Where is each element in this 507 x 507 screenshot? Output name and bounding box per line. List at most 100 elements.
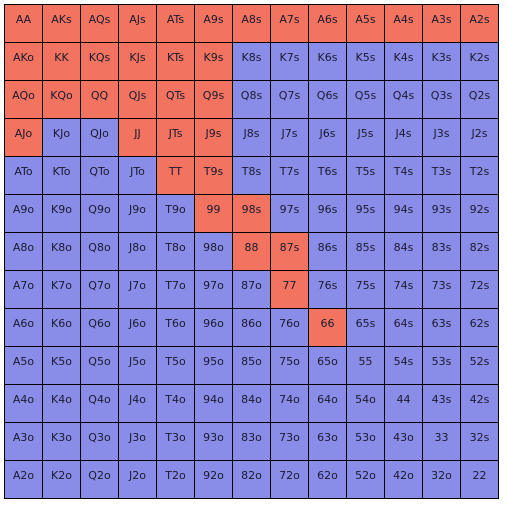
hand-cell-q6s[interactable]: Q6s — [309, 81, 347, 119]
hand-cell-85o[interactable]: 85o — [233, 347, 271, 385]
hand-cell-q9o[interactable]: Q9o — [81, 195, 119, 233]
hand-cell-99[interactable]: 99 — [195, 195, 233, 233]
hand-cell-44[interactable]: 44 — [385, 385, 423, 423]
hand-cell-k7o[interactable]: K7o — [43, 271, 81, 309]
hand-cell-ako[interactable]: AKo — [5, 43, 43, 81]
hand-cell-k6s[interactable]: K6s — [309, 43, 347, 81]
hand-cell-96o[interactable]: 96o — [195, 309, 233, 347]
hand-cell-32o[interactable]: 32o — [423, 461, 461, 499]
hand-cell-74o[interactable]: 74o — [271, 385, 309, 423]
hand-cell-k3o[interactable]: K3o — [43, 423, 81, 461]
hand-cell-65s[interactable]: 65s — [347, 309, 385, 347]
hand-cell-aqs[interactable]: AQs — [81, 5, 119, 43]
hand-cell-q4o[interactable]: Q4o — [81, 385, 119, 423]
hand-cell-a4o[interactable]: A4o — [5, 385, 43, 423]
hand-cell-j2o[interactable]: J2o — [119, 461, 157, 499]
hand-cell-j6s[interactable]: J6s — [309, 119, 347, 157]
hand-cell-42s[interactable]: 42s — [461, 385, 499, 423]
hand-cell-j5s[interactable]: J5s — [347, 119, 385, 157]
hand-cell-66[interactable]: 66 — [309, 309, 347, 347]
hand-cell-a2o[interactable]: A2o — [5, 461, 43, 499]
hand-cell-53s[interactable]: 53s — [423, 347, 461, 385]
hand-cell-j8s[interactable]: J8s — [233, 119, 271, 157]
hand-cell-t4s[interactable]: T4s — [385, 157, 423, 195]
hand-cell-92o[interactable]: 92o — [195, 461, 233, 499]
hand-cell-tt[interactable]: TT — [157, 157, 195, 195]
hand-cell-43s[interactable]: 43s — [423, 385, 461, 423]
hand-cell-q6o[interactable]: Q6o — [81, 309, 119, 347]
hand-cell-97s[interactable]: 97s — [271, 195, 309, 233]
hand-cell-92s[interactable]: 92s — [461, 195, 499, 233]
hand-cell-97o[interactable]: 97o — [195, 271, 233, 309]
hand-cell-t8o[interactable]: T8o — [157, 233, 195, 271]
hand-cell-73s[interactable]: 73s — [423, 271, 461, 309]
hand-cell-qjs[interactable]: QJs — [119, 81, 157, 119]
hand-cell-76s[interactable]: 76s — [309, 271, 347, 309]
hand-cell-a9o[interactable]: A9o — [5, 195, 43, 233]
hand-cell-t5o[interactable]: T5o — [157, 347, 195, 385]
hand-cell-j3o[interactable]: J3o — [119, 423, 157, 461]
hand-cell-a8o[interactable]: A8o — [5, 233, 43, 271]
hand-cell-a3o[interactable]: A3o — [5, 423, 43, 461]
hand-cell-kts[interactable]: KTs — [157, 43, 195, 81]
hand-cell-k8s[interactable]: K8s — [233, 43, 271, 81]
hand-cell-t5s[interactable]: T5s — [347, 157, 385, 195]
hand-cell-k9o[interactable]: K9o — [43, 195, 81, 233]
hand-cell-k4o[interactable]: K4o — [43, 385, 81, 423]
hand-cell-q3o[interactable]: Q3o — [81, 423, 119, 461]
hand-cell-q2s[interactable]: Q2s — [461, 81, 499, 119]
hand-cell-k9s[interactable]: K9s — [195, 43, 233, 81]
hand-cell-j7s[interactable]: J7s — [271, 119, 309, 157]
hand-cell-t7o[interactable]: T7o — [157, 271, 195, 309]
hand-cell-ato[interactable]: ATo — [5, 157, 43, 195]
hand-cell-a4s[interactable]: A4s — [385, 5, 423, 43]
hand-cell-t7s[interactable]: T7s — [271, 157, 309, 195]
hand-cell-aks[interactable]: AKs — [43, 5, 81, 43]
hand-cell-86s[interactable]: 86s — [309, 233, 347, 271]
hand-cell-qjo[interactable]: QJo — [81, 119, 119, 157]
hand-cell-kk[interactable]: KK — [43, 43, 81, 81]
hand-cell-a7o[interactable]: A7o — [5, 271, 43, 309]
hand-cell-76o[interactable]: 76o — [271, 309, 309, 347]
hand-cell-95s[interactable]: 95s — [347, 195, 385, 233]
hand-cell-j9o[interactable]: J9o — [119, 195, 157, 233]
hand-cell-63s[interactable]: 63s — [423, 309, 461, 347]
hand-cell-q8s[interactable]: Q8s — [233, 81, 271, 119]
hand-cell-j3s[interactable]: J3s — [423, 119, 461, 157]
hand-cell-kjo[interactable]: KJo — [43, 119, 81, 157]
hand-cell-43o[interactable]: 43o — [385, 423, 423, 461]
hand-cell-t8s[interactable]: T8s — [233, 157, 271, 195]
hand-cell-64o[interactable]: 64o — [309, 385, 347, 423]
hand-cell-q4s[interactable]: Q4s — [385, 81, 423, 119]
hand-cell-t3o[interactable]: T3o — [157, 423, 195, 461]
hand-cell-kqo[interactable]: KQo — [43, 81, 81, 119]
hand-cell-t6s[interactable]: T6s — [309, 157, 347, 195]
hand-cell-98s[interactable]: 98s — [233, 195, 271, 233]
hand-cell-93o[interactable]: 93o — [195, 423, 233, 461]
hand-cell-a6o[interactable]: A6o — [5, 309, 43, 347]
hand-cell-t2s[interactable]: T2s — [461, 157, 499, 195]
hand-cell-j7o[interactable]: J7o — [119, 271, 157, 309]
hand-cell-94o[interactable]: 94o — [195, 385, 233, 423]
hand-cell-75o[interactable]: 75o — [271, 347, 309, 385]
hand-cell-63o[interactable]: 63o — [309, 423, 347, 461]
hand-cell-54o[interactable]: 54o — [347, 385, 385, 423]
hand-cell-53o[interactable]: 53o — [347, 423, 385, 461]
hand-cell-q8o[interactable]: Q8o — [81, 233, 119, 271]
hand-cell-33[interactable]: 33 — [423, 423, 461, 461]
hand-cell-a9s[interactable]: A9s — [195, 5, 233, 43]
hand-cell-j5o[interactable]: J5o — [119, 347, 157, 385]
hand-cell-ajs[interactable]: AJs — [119, 5, 157, 43]
hand-cell-k5o[interactable]: K5o — [43, 347, 81, 385]
hand-cell-72s[interactable]: 72s — [461, 271, 499, 309]
hand-cell-k3s[interactable]: K3s — [423, 43, 461, 81]
hand-cell-aa[interactable]: AA — [5, 5, 43, 43]
hand-cell-qq[interactable]: QQ — [81, 81, 119, 119]
hand-cell-74s[interactable]: 74s — [385, 271, 423, 309]
hand-cell-k2o[interactable]: K2o — [43, 461, 81, 499]
hand-cell-88[interactable]: 88 — [233, 233, 271, 271]
hand-cell-qts[interactable]: QTs — [157, 81, 195, 119]
hand-cell-kjs[interactable]: KJs — [119, 43, 157, 81]
hand-cell-98o[interactable]: 98o — [195, 233, 233, 271]
hand-cell-ajo[interactable]: AJo — [5, 119, 43, 157]
